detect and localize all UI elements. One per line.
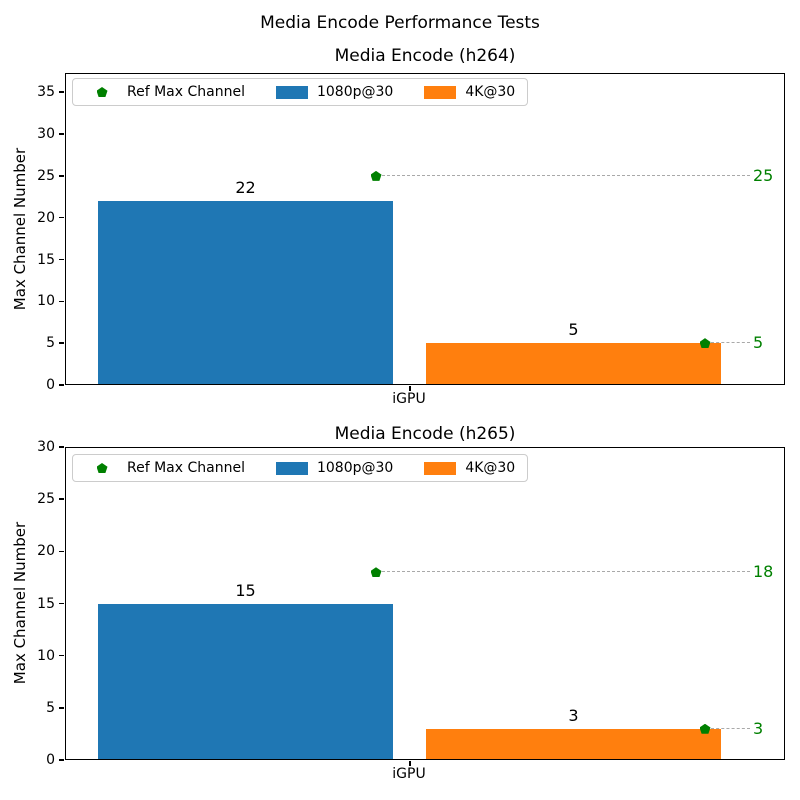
legend-label-1080p30: 1080p@30 bbox=[316, 460, 394, 476]
legend-handle bbox=[85, 463, 119, 473]
bar-value-label-4k-30: 3 bbox=[568, 705, 579, 725]
ref-value-label: 3 bbox=[753, 718, 764, 738]
y-tick-label: 30 bbox=[37, 439, 55, 455]
chart-title-h264: Media Encode (h264) bbox=[334, 46, 516, 66]
bar-value-label-4k-30: 5 bbox=[568, 320, 579, 340]
y-tick-mark bbox=[59, 602, 64, 605]
pentagon-marker-icon bbox=[370, 170, 382, 181]
bar-4k-30 bbox=[426, 343, 721, 385]
pentagon-marker-icon bbox=[370, 567, 382, 578]
legend-handle bbox=[423, 85, 457, 99]
y-tick-label: 5 bbox=[46, 699, 55, 716]
y-tick-mark bbox=[59, 216, 64, 219]
y-tick-label: 30 bbox=[37, 126, 55, 143]
chart-title-h265: Media Encode (h265) bbox=[334, 424, 516, 444]
y-tick-mark bbox=[59, 258, 64, 261]
legend-label-ref-max-channel: Ref Max Channel bbox=[127, 460, 245, 476]
bar-1080p-30 bbox=[98, 200, 393, 385]
ref-value-label: 5 bbox=[753, 333, 764, 353]
legend-handle bbox=[275, 85, 309, 99]
x-tick-label-igpu-h264: iGPU bbox=[392, 391, 426, 407]
y-tick-label: 5 bbox=[46, 335, 55, 352]
pentagon-marker-icon bbox=[96, 463, 108, 473]
y-tick-label: 15 bbox=[37, 251, 55, 268]
y-tick-label: 10 bbox=[37, 647, 55, 664]
bar-value-label-1080p-30: 15 bbox=[235, 580, 256, 600]
y-tick-mark bbox=[59, 707, 64, 709]
y-tick-mark bbox=[59, 550, 64, 553]
y-tick-mark bbox=[59, 175, 64, 177]
y-tick-mark bbox=[59, 91, 64, 93]
legend-swatch-1080p30-icon bbox=[275, 85, 308, 99]
plot-area-h265: Ref Max Channel 1080p@30 4K@30 0 5 10 15 20 2… bbox=[37, 439, 785, 768]
y-tick-label: 15 bbox=[37, 595, 55, 612]
y-tick-mark bbox=[59, 384, 64, 386]
legend-h264: Ref Max Channel 1080p@30 4K@30 bbox=[72, 78, 529, 106]
y-tick-label: 35 bbox=[37, 84, 55, 101]
legend-item-4k30: 4K@30 bbox=[423, 84, 515, 100]
legend-swatch-1080p30-icon bbox=[275, 461, 308, 475]
x-tick-label-igpu-h265: iGPU bbox=[392, 766, 426, 782]
y-tick-label: 0 bbox=[46, 377, 55, 393]
y-tick-mark bbox=[59, 300, 64, 303]
legend-item-4k30: 4K@30 bbox=[423, 460, 515, 476]
legend-label-4k30: 4K@30 bbox=[465, 84, 516, 100]
legend-label-4k30: 4K@30 bbox=[465, 460, 516, 476]
y-tick-mark bbox=[59, 654, 64, 657]
legend-handle bbox=[275, 461, 309, 475]
ref-dash-line bbox=[711, 342, 750, 344]
ref-dash-line bbox=[382, 174, 750, 176]
ref-dash-line bbox=[711, 727, 750, 729]
y-tick-mark bbox=[59, 446, 64, 448]
bar-4k-30 bbox=[426, 728, 721, 760]
plot-area-h264: Ref Max Channel 1080p@30 4K@30 0 5 10 15 20 2… bbox=[37, 73, 785, 393]
bar-1080p-30 bbox=[98, 603, 393, 760]
legend-swatch-4k30-icon bbox=[424, 461, 457, 475]
ref-value-label: 18 bbox=[753, 562, 774, 582]
y-tick-mark bbox=[59, 133, 64, 135]
ref-dash-line bbox=[382, 571, 750, 573]
pentagon-marker-icon bbox=[96, 87, 108, 97]
legend-handle bbox=[423, 461, 457, 475]
y-tick-label: 0 bbox=[46, 752, 55, 768]
legend-label-1080p30: 1080p@30 bbox=[316, 84, 394, 100]
y-tick-label: 25 bbox=[37, 491, 55, 508]
legend-h265: Ref Max Channel 1080p@30 4K@30 bbox=[72, 454, 529, 482]
bar-value-label-1080p-30: 22 bbox=[235, 177, 256, 197]
y-tick-mark bbox=[59, 342, 64, 344]
y-tick-mark bbox=[59, 498, 64, 500]
figure-title: Media Encode Performance Tests bbox=[260, 13, 540, 33]
legend-item-1080p30: 1080p@30 bbox=[275, 84, 393, 100]
y-tick-label: 25 bbox=[37, 167, 55, 184]
legend-item-ref-max-channel: Ref Max Channel bbox=[85, 460, 245, 476]
ref-value-label: 25 bbox=[753, 165, 774, 185]
y-tick-label: 20 bbox=[37, 209, 55, 226]
y-tick-label: 20 bbox=[37, 543, 55, 560]
pentagon-marker-icon bbox=[699, 338, 711, 349]
legend-item-1080p30: 1080p@30 bbox=[275, 460, 393, 476]
x-tick-mark bbox=[409, 761, 411, 766]
x-tick-mark bbox=[409, 386, 411, 391]
pentagon-marker-icon bbox=[699, 723, 711, 734]
legend-swatch-4k30-icon bbox=[424, 85, 457, 99]
legend-item-ref-max-channel: Ref Max Channel bbox=[85, 84, 245, 100]
legend-label-ref-max-channel: Ref Max Channel bbox=[127, 84, 245, 100]
y-tick-mark bbox=[59, 759, 64, 761]
legend-handle bbox=[85, 87, 119, 97]
y-tick-label: 10 bbox=[37, 293, 55, 310]
